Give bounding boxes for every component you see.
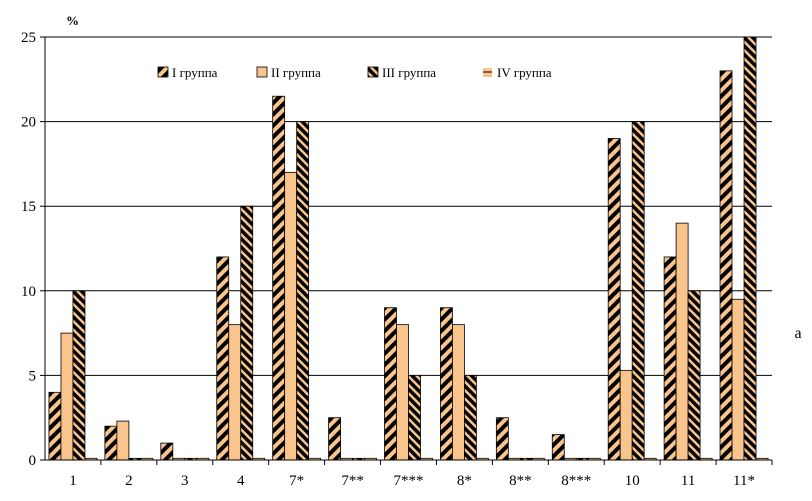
- y-unit-label: %: [66, 13, 79, 28]
- x-tick-label: 8*: [457, 473, 472, 489]
- legend: I группа II группа III группа IV группа: [157, 65, 552, 80]
- y-tick-label: 0: [29, 453, 37, 469]
- bar-3-7***: [408, 374, 421, 461]
- x-tick-label: 10: [625, 473, 640, 489]
- bar-1-11: [663, 256, 677, 461]
- legend-item: II группа: [256, 65, 321, 80]
- bars: [48, 36, 769, 461]
- x-tick-label: 2: [125, 473, 133, 489]
- x-tick-label: 7*: [289, 473, 304, 489]
- legend-label: III группа: [382, 65, 436, 80]
- gridlines: [45, 36, 772, 376]
- bar-1-1: [48, 391, 62, 461]
- x-tick-label: 8***: [561, 473, 591, 489]
- y-tick-label: 5: [29, 368, 37, 384]
- x-tick-label: 7**: [341, 473, 364, 489]
- x-tick-label: 11*: [733, 473, 755, 489]
- bar-3-11: [687, 290, 701, 461]
- legend-item: IV группа: [483, 65, 552, 80]
- legend-label: II группа: [271, 65, 321, 80]
- bar-2-7*: [284, 171, 298, 461]
- bar-3-10: [631, 121, 645, 461]
- legend-swatch: [256, 66, 268, 78]
- y-tick-label: 10: [21, 284, 36, 300]
- bar-2-4: [228, 324, 242, 461]
- bar-1-10: [607, 138, 621, 461]
- y-tick-label: 25: [21, 30, 36, 46]
- panel-letter-label: a: [794, 325, 801, 342]
- bar-1-3: [160, 442, 174, 461]
- x-tick-label: 3: [181, 473, 189, 489]
- legend-swatch: [367, 66, 379, 78]
- x-tick-label: 7***: [394, 473, 424, 489]
- legend-item: III группа: [367, 65, 436, 80]
- x-tick-label: 1: [69, 473, 77, 489]
- bar-1-2: [104, 425, 118, 461]
- legend-swatch: [157, 66, 169, 78]
- bar-1-7**: [328, 417, 341, 461]
- y-tick-label: 15: [21, 199, 36, 215]
- bar-3-8*: [464, 374, 477, 461]
- x-tick-label: 8**: [509, 473, 532, 489]
- bar-2-11*: [731, 298, 745, 461]
- legend-label: I группа: [172, 65, 218, 80]
- legend-item: I группа: [157, 65, 218, 80]
- bar-1-8***: [551, 434, 565, 461]
- bar-3-4: [240, 205, 254, 461]
- y-tick-label: 20: [21, 115, 36, 131]
- bar-3-7*: [296, 121, 310, 461]
- bar-2-7***: [396, 324, 409, 461]
- legend-label: IV группа: [497, 65, 552, 80]
- bar-1-7***: [384, 307, 397, 461]
- bar-1-8**: [495, 417, 509, 461]
- x-tick-label: 4: [237, 473, 245, 489]
- bar-1-11*: [719, 70, 733, 461]
- bar-2-2: [116, 420, 130, 461]
- bar-2-8*: [452, 324, 465, 461]
- bar-2-1: [60, 332, 74, 461]
- axes: [40, 36, 773, 465]
- x-tick-label: 11: [681, 473, 695, 489]
- bar-1-8*: [440, 307, 453, 461]
- bar-3-1: [72, 290, 86, 461]
- bar-3-11*: [743, 36, 757, 461]
- bar-2-11: [675, 222, 689, 461]
- axis-labels: 0 5 10 15 20 25 1 2 3 4 7* 7** 7*** 8* 8** 8*** 10 11 11*: [21, 30, 755, 489]
- bar-2-10: [619, 369, 633, 461]
- bar-1-4: [216, 256, 230, 461]
- bar-1-7*: [272, 95, 286, 461]
